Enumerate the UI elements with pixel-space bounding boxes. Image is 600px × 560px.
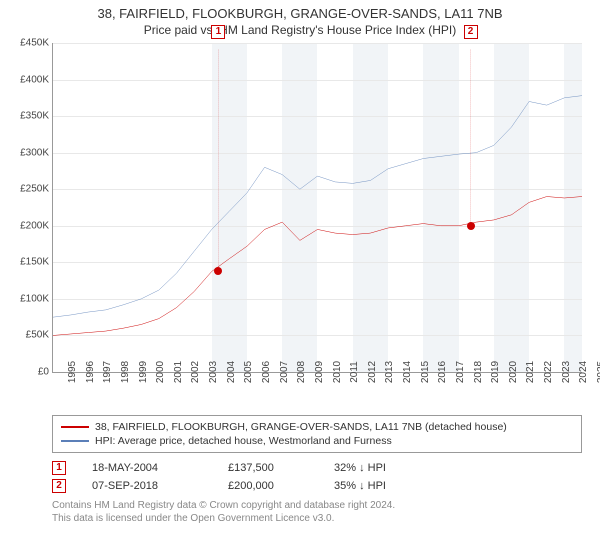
chart-title: 38, FAIRFIELD, FLOOKBURGH, GRANGE-OVER-S…	[0, 0, 600, 39]
legend: 38, FAIRFIELD, FLOOKBURGH, GRANGE-OVER-S…	[52, 415, 582, 453]
footer-line2: This data is licensed under the Open Gov…	[52, 512, 582, 525]
sale-row: 1 18-MAY-2004 £137,500 32% ↓ HPI	[52, 459, 582, 477]
series-hpi	[53, 96, 582, 318]
sale-dot	[467, 222, 475, 230]
sale-relative-hpi: 32% ↓ HPI	[334, 462, 386, 474]
legend-label: 38, FAIRFIELD, FLOOKBURGH, GRANGE-OVER-S…	[95, 421, 507, 433]
sale-date: 07-SEP-2018	[92, 480, 202, 492]
y-axis-label: £400K	[20, 74, 53, 85]
sale-marker-box: 2	[464, 25, 478, 39]
y-axis-label: £100K	[20, 293, 53, 304]
sale-row: 2 07-SEP-2018 £200,000 35% ↓ HPI	[52, 477, 582, 495]
sale-price: £137,500	[228, 462, 308, 474]
legend-swatch	[61, 440, 89, 442]
chart-area: £0£50K£100K£150K£200K£250K£300K£350K£400…	[52, 43, 582, 391]
sale-price: £200,000	[228, 480, 308, 492]
chart-lines	[53, 43, 582, 372]
y-axis-label: £200K	[20, 220, 53, 231]
series-property	[53, 197, 582, 336]
legend-label: HPI: Average price, detached house, West…	[95, 435, 392, 447]
y-axis-label: £0	[38, 367, 53, 378]
y-axis-label: £350K	[20, 111, 53, 122]
legend-item: 38, FAIRFIELD, FLOOKBURGH, GRANGE-OVER-S…	[61, 420, 573, 434]
legend-item: HPI: Average price, detached house, West…	[61, 434, 573, 448]
sale-date: 18-MAY-2004	[92, 462, 202, 474]
sale-dot	[214, 267, 222, 275]
title-line2: Price paid vs. HM Land Registry's House …	[10, 23, 590, 37]
plot-area: £0£50K£100K£150K£200K£250K£300K£350K£400…	[52, 43, 582, 373]
y-axis-label: £50K	[26, 330, 53, 341]
y-axis-label: £300K	[20, 147, 53, 158]
sale-row-marker: 2	[52, 479, 66, 493]
footer-attribution: Contains HM Land Registry data © Crown c…	[52, 499, 582, 525]
y-axis-label: £250K	[20, 184, 53, 195]
y-axis-label: £450K	[20, 38, 53, 49]
footer-line1: Contains HM Land Registry data © Crown c…	[52, 499, 582, 512]
sale-relative-hpi: 35% ↓ HPI	[334, 480, 386, 492]
sales-table: 1 18-MAY-2004 £137,500 32% ↓ HPI 2 07-SEP-201…	[52, 459, 582, 495]
x-axis-label: 2025	[582, 361, 600, 383]
y-axis-label: £150K	[20, 257, 53, 268]
title-line1: 38, FAIRFIELD, FLOOKBURGH, GRANGE-OVER-S…	[10, 6, 590, 21]
legend-swatch	[61, 426, 89, 428]
sale-marker-box: 1	[211, 25, 225, 39]
sale-row-marker: 1	[52, 461, 66, 475]
